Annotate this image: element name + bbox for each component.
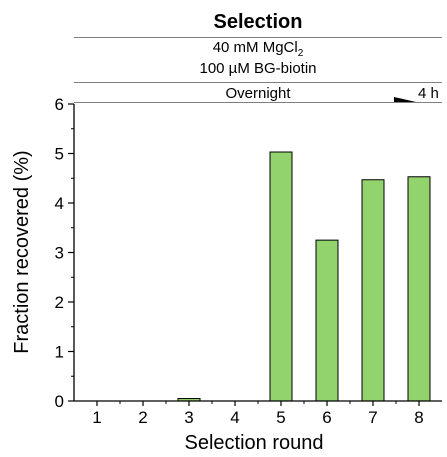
x-tick-label-4: 4 — [230, 408, 239, 427]
bar-round-7 — [361, 179, 385, 402]
condition-mgcl2-text: 40 mM MgCl — [212, 39, 298, 56]
x-axis-label: Selection round — [185, 432, 324, 454]
duration-wedge-icon — [394, 97, 416, 102]
x-tick-label-3: 3 — [184, 408, 193, 427]
plot-area: 0 1 2 3 4 5 6 1 2 3 4 5 6 7 8 — [55, 95, 442, 427]
y-tick-label-1: 1 — [55, 343, 64, 362]
header-divider-1 — [74, 37, 442, 38]
x-tick-label-2: 2 — [138, 408, 147, 427]
x-tick-label-7: 7 — [368, 408, 377, 427]
bar-round-8 — [407, 176, 431, 402]
y-tick-label-3: 3 — [55, 244, 64, 263]
x-tick-label-6: 6 — [322, 408, 331, 427]
x-tick-label-8: 8 — [414, 408, 423, 427]
bar-round-6 — [315, 239, 339, 402]
y-tick-label-2: 2 — [55, 293, 64, 312]
y-tick-label-5: 5 — [55, 145, 64, 164]
condition-4h: 4 h — [418, 85, 439, 102]
header-divider-3 — [74, 102, 442, 103]
x-tick-label-5: 5 — [276, 408, 285, 427]
x-tick-label-1: 1 — [92, 408, 101, 427]
condition-mgcl2: 40 mM MgCl2 — [74, 40, 442, 62]
bar-round-5 — [269, 151, 293, 402]
condition-bg-biotin: 100 µM BG-biotin — [199, 60, 317, 77]
y-tick-label-6: 6 — [55, 95, 64, 114]
header-divider-2 — [74, 82, 442, 83]
condition-overnight: Overnight — [225, 85, 291, 102]
y-tick-label-0: 0 — [55, 392, 64, 411]
y-tick-label-4: 4 — [55, 194, 64, 213]
y-axis-label: Fraction recovered (%) — [11, 150, 33, 353]
header-title: Selection — [213, 11, 303, 33]
condition-mgcl2-subscript: 2 — [297, 48, 304, 59]
